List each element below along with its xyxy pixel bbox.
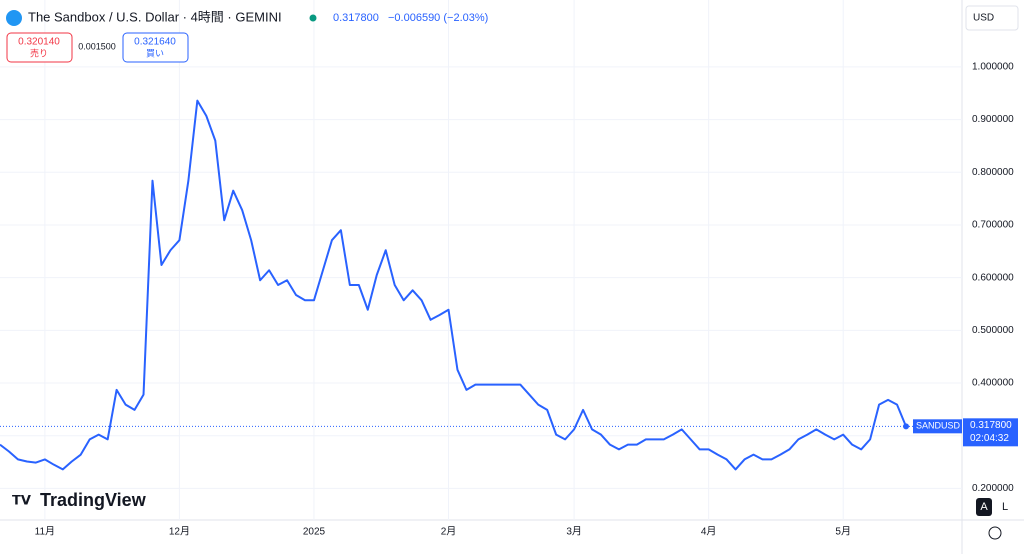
auto-label: A (980, 501, 988, 513)
brand-mark: 𝗧𝗩 (12, 492, 31, 507)
price-axis-value: 0.317800 (970, 420, 1012, 431)
symbol-icon (6, 10, 22, 26)
x-tick-label: 2月 (441, 526, 457, 538)
x-tick-label: 12月 (169, 526, 190, 538)
price-tag: SANDUSD (916, 421, 961, 431)
sell-price: 0.320140 (18, 37, 60, 48)
settings-icon[interactable] (988, 526, 1002, 540)
y-tick-label: 0.700000 (972, 220, 1014, 231)
x-tick-label: 11月 (35, 526, 55, 538)
y-tick-label: 0.800000 (972, 167, 1014, 178)
auto-button[interactable] (976, 498, 992, 516)
market-status (309, 14, 317, 22)
x-tick-label: 3月 (566, 526, 582, 538)
y-tick-label: 0.500000 (972, 325, 1014, 336)
buy-label: 買い (146, 48, 164, 58)
price-axis-tag (963, 418, 1018, 447)
log-label[interactable]: L (1002, 501, 1008, 513)
x-tick-label: 4月 (701, 526, 717, 538)
price-line (0, 99, 907, 471)
y-tick-label: 0.600000 (972, 272, 1014, 283)
x-tick-label: 2025 (303, 527, 326, 538)
buy-price: 0.321640 (134, 37, 176, 48)
countdown: 02:04:32 (970, 433, 1009, 444)
sell-button[interactable] (6, 32, 73, 63)
y-tick-label: 1.000000 (972, 62, 1014, 73)
plot-layer (0, 0, 962, 520)
price-tag-bg (913, 419, 962, 434)
currency: USD (973, 13, 994, 24)
x-tick-label: 5月 (835, 526, 851, 538)
price-change: −0.006590 (−2.03%) (388, 12, 488, 24)
buy-button[interactable] (122, 32, 189, 63)
spread: 0.001500 (78, 41, 116, 51)
last-price: 0.317800 (333, 12, 379, 24)
y-tick-label: 0.900000 (972, 114, 1014, 125)
brand: TradingView (40, 490, 147, 510)
symbol-title: The Sandbox / U.S. Dollar · 4時間 · GEMINI (28, 9, 282, 24)
y-tick-label: 0.400000 (972, 378, 1014, 389)
y-tick-label: 0.200000 (972, 483, 1014, 494)
currency-button[interactable] (965, 5, 1019, 31)
sell-label: 売り (30, 47, 48, 58)
